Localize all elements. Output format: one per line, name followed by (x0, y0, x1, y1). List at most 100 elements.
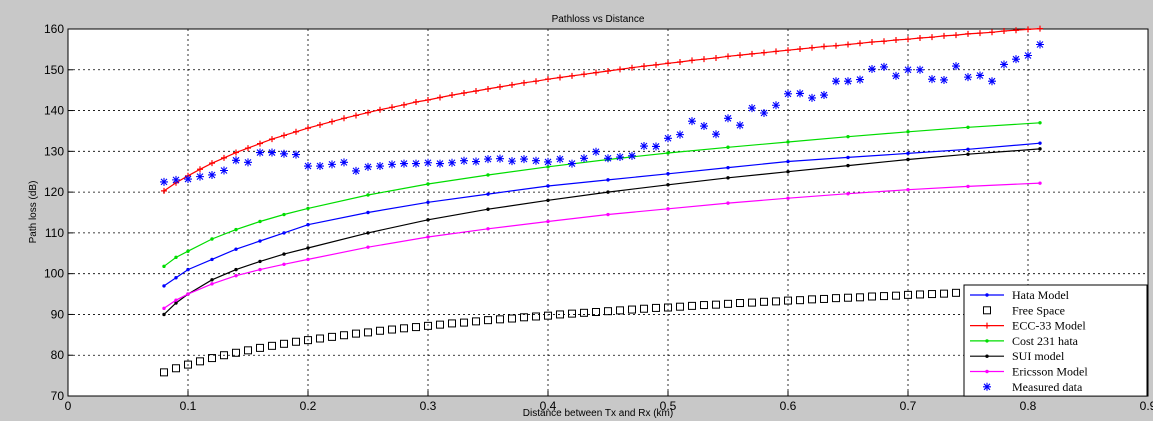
data-point (868, 292, 876, 301)
data-point (761, 49, 767, 56)
data-point (1013, 27, 1019, 34)
data-point (496, 315, 504, 324)
y-axis-label: Path loss (dB) (28, 181, 39, 244)
data-point (832, 294, 840, 303)
data-point (196, 357, 204, 366)
data-point (352, 166, 360, 175)
data-point (306, 223, 310, 227)
data-point (256, 148, 264, 157)
data-point (258, 259, 262, 264)
data-point (282, 262, 286, 266)
data-point (616, 306, 624, 315)
data-point (184, 175, 192, 184)
data-point (268, 148, 276, 157)
data-point (966, 152, 970, 156)
data-point (426, 235, 430, 239)
data-point (329, 118, 335, 125)
y-tick-label: 100 (44, 267, 64, 281)
data-point (952, 62, 960, 71)
data-point (388, 160, 396, 169)
data-point (234, 227, 238, 232)
data-point (486, 173, 490, 177)
data-point (281, 132, 287, 139)
data-point (846, 163, 850, 168)
data-point (880, 292, 888, 301)
data-point (689, 57, 695, 64)
data-point (172, 364, 180, 373)
data-point (306, 206, 310, 211)
x-axis-ticks: 0 0.1 0.2 0.3 0.4 0.5 0.6 0.7 0.8 0.9 (65, 391, 1153, 413)
data-point (592, 147, 600, 156)
data-point (520, 155, 528, 164)
data-point (366, 193, 370, 197)
data-point (449, 92, 455, 99)
y-tick-label: 150 (44, 63, 64, 77)
data-point (786, 170, 790, 174)
data-point (424, 321, 432, 330)
data-point (210, 257, 214, 262)
data-point (184, 360, 192, 369)
data-point (952, 288, 960, 297)
data-point (292, 150, 300, 159)
data-point (748, 104, 756, 113)
data-point (688, 301, 696, 310)
data-point (366, 210, 370, 215)
data-point (652, 142, 660, 151)
data-point (426, 200, 430, 205)
data-point (772, 101, 780, 110)
x-tick-label: 0.4 (540, 399, 557, 413)
data-point (268, 341, 276, 350)
data-point (210, 282, 214, 286)
data-point (484, 155, 492, 164)
data-point (293, 128, 299, 135)
data-point (426, 218, 430, 222)
data-point (221, 154, 227, 161)
data-point (160, 177, 168, 186)
data-point (533, 78, 539, 85)
data-point (484, 316, 492, 325)
data-point (546, 184, 550, 188)
data-point (508, 157, 516, 166)
data-point (280, 149, 288, 158)
data-point (232, 156, 240, 165)
data-point (593, 69, 599, 76)
data-point (666, 172, 670, 176)
data-point (617, 66, 623, 73)
legend-marker (985, 354, 989, 358)
data-point (546, 165, 550, 169)
data-point (316, 334, 324, 343)
data-point (700, 301, 708, 310)
data-point (965, 30, 971, 37)
y-tick-label: 130 (44, 144, 64, 158)
x-tick-label: 0.3 (420, 399, 437, 413)
data-point (941, 32, 947, 39)
data-point (821, 43, 827, 50)
data-point (220, 166, 228, 175)
data-point (472, 317, 480, 326)
data-point (473, 87, 479, 94)
data-point (186, 292, 190, 296)
data-point (966, 184, 970, 189)
data-point (162, 264, 166, 269)
data-point (436, 320, 444, 329)
data-point (161, 187, 167, 194)
data-point (652, 303, 660, 312)
data-point (1036, 40, 1044, 49)
data-point (628, 151, 636, 160)
data-point (509, 81, 515, 88)
data-point (425, 96, 431, 103)
data-point (904, 290, 912, 299)
data-point (929, 34, 935, 41)
data-point (856, 293, 864, 302)
data-point (544, 311, 552, 320)
data-point (726, 165, 730, 170)
data-point (666, 183, 670, 187)
data-point (808, 295, 816, 304)
data-point (1038, 147, 1042, 151)
data-point (773, 48, 779, 55)
legend-label: Measured data (1012, 380, 1083, 394)
data-point (245, 145, 251, 152)
data-point (845, 41, 851, 48)
data-point (906, 187, 910, 192)
